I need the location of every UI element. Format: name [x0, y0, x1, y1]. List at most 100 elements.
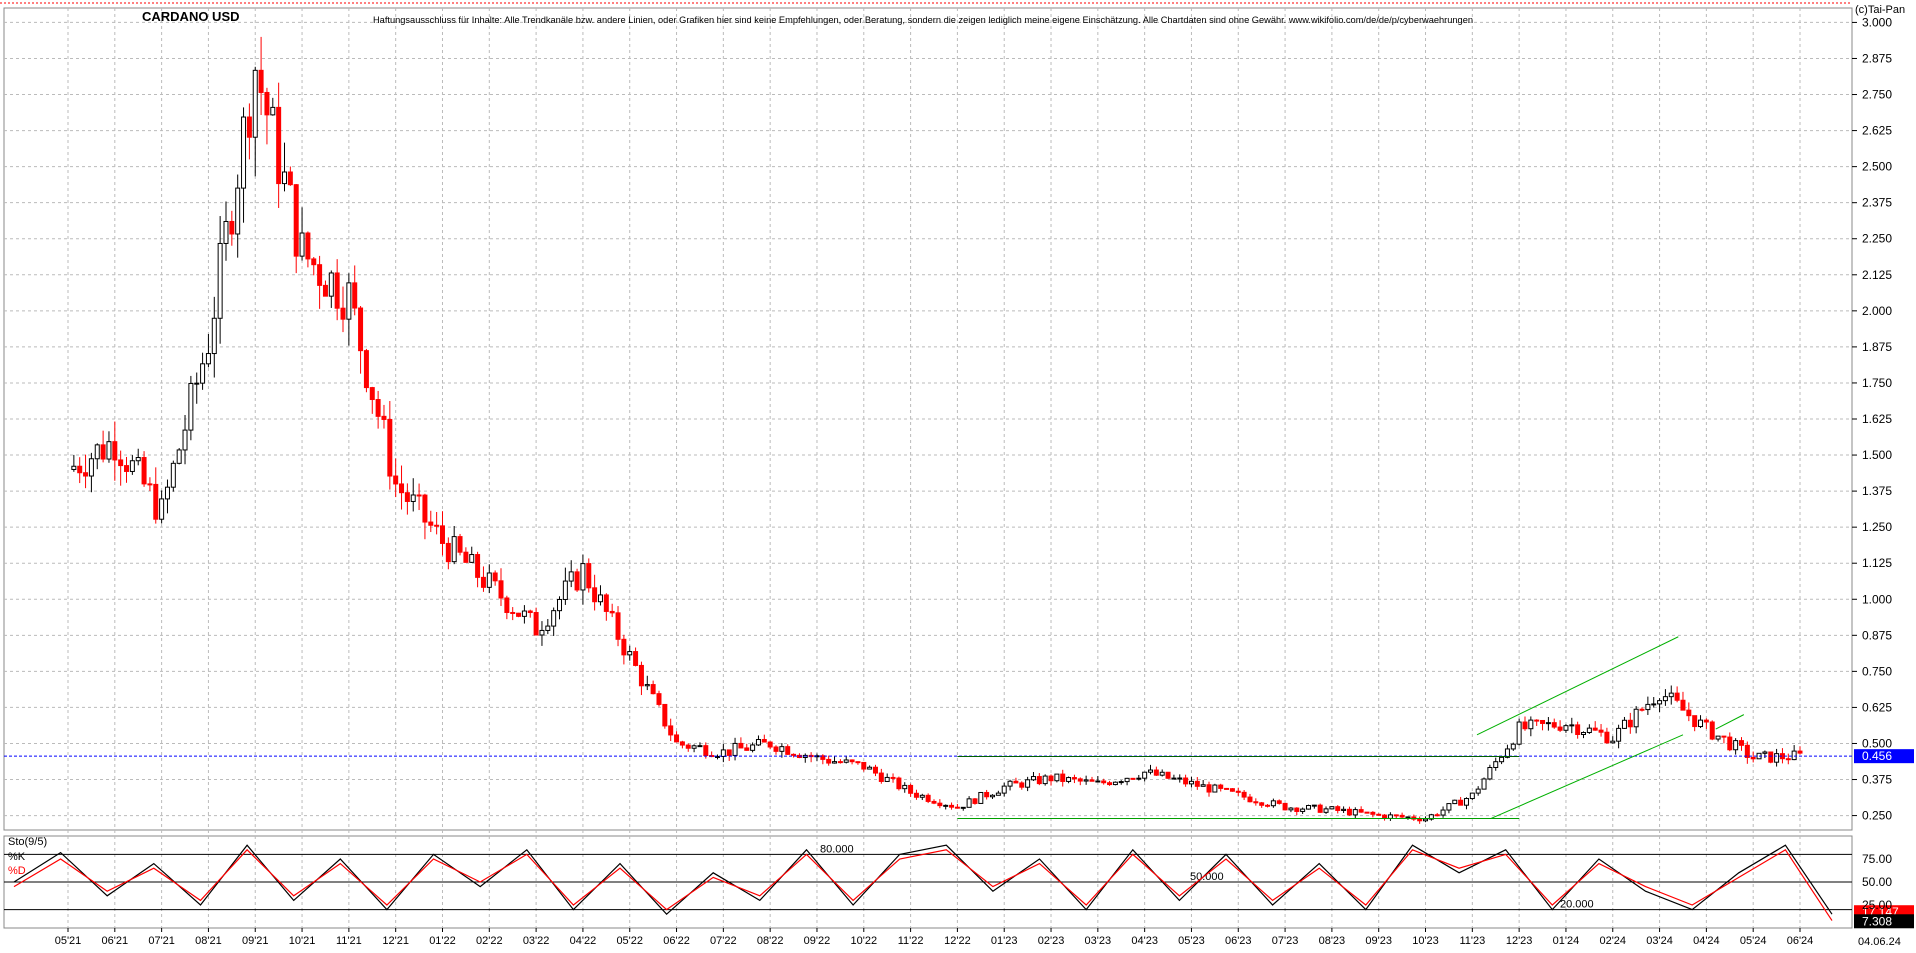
- copyright-label: (c)Tai-Pan: [1855, 4, 1905, 16]
- candle-body: [252, 69, 258, 138]
- candle-body: [352, 282, 358, 309]
- candle-body: [510, 611, 516, 614]
- candle-body: [1112, 781, 1118, 786]
- candle-body: [644, 684, 650, 687]
- candle-body: [1440, 809, 1446, 816]
- stoch-level-label: 80.000: [820, 843, 854, 855]
- candle-body: [1686, 709, 1692, 717]
- stoch-level-label: 20.000: [1560, 899, 1594, 911]
- stoch-level-label: 50.000: [1190, 871, 1224, 883]
- y-tick-label: 1.000: [1862, 592, 1892, 606]
- candle-body: [1300, 808, 1306, 812]
- candle-body: [1774, 753, 1780, 763]
- candle-body: [1563, 725, 1569, 731]
- x-tick-label: 04'24: [1693, 935, 1720, 947]
- candle-body: [77, 465, 83, 474]
- channel-lower: [1490, 734, 1684, 819]
- candle-body: [1341, 808, 1347, 811]
- x-tick-label: 11'23: [1459, 935, 1485, 947]
- x-tick-label: 08'22: [757, 935, 784, 947]
- candle-body: [200, 363, 206, 384]
- candle-body: [159, 498, 165, 520]
- candle-body: [164, 486, 170, 500]
- x-tick-label: 06'24: [1787, 935, 1814, 947]
- candle-body: [246, 116, 252, 138]
- candle-body: [580, 563, 586, 591]
- candle-body: [118, 459, 124, 467]
- candle-body: [1130, 777, 1136, 780]
- candle-body: [966, 798, 972, 808]
- candle-body: [94, 444, 100, 460]
- candle-body: [1738, 740, 1744, 746]
- candle-body: [264, 91, 270, 116]
- candle-body: [1551, 722, 1557, 728]
- candle-body: [1399, 814, 1405, 818]
- candle-body: [1294, 807, 1300, 812]
- current-price-box: [1854, 749, 1914, 764]
- candle-body: [1768, 751, 1774, 763]
- candle-body: [124, 465, 130, 472]
- candle-body: [1194, 780, 1200, 787]
- candle-body: [1557, 726, 1563, 731]
- candle-body: [223, 220, 229, 244]
- candle-body: [1370, 811, 1376, 815]
- candle-body: [106, 441, 112, 460]
- x-tick-label: 09'21: [242, 935, 269, 947]
- x-tick-label: 03'22: [523, 935, 550, 947]
- candle-body: [603, 594, 609, 612]
- candle-body: [387, 418, 393, 477]
- x-tick-label: 11'22: [898, 935, 924, 947]
- candle-body: [574, 571, 580, 591]
- y-tick-label: 1.375: [1862, 484, 1892, 498]
- candle-body: [1329, 806, 1335, 810]
- candle-body: [937, 802, 943, 807]
- x-tick-label: 07'21: [148, 935, 175, 947]
- x-tick-label: 02'22: [476, 935, 503, 947]
- candle-body: [1463, 798, 1469, 806]
- candle-body: [726, 749, 732, 756]
- candle-body: [919, 794, 925, 798]
- candle-body: [410, 494, 416, 502]
- candle-body: [194, 382, 200, 385]
- candle-body: [1387, 814, 1393, 819]
- candle-body: [334, 272, 340, 309]
- candle-body: [1639, 708, 1645, 711]
- candle-body: [1721, 735, 1727, 738]
- candle-body: [703, 745, 709, 757]
- candle-body: [205, 353, 211, 365]
- candle-body: [761, 739, 767, 743]
- candle-body: [978, 791, 984, 804]
- candle-body: [1662, 696, 1668, 702]
- candle-body: [638, 664, 644, 687]
- candle-body: [1522, 721, 1528, 730]
- candle-body: [258, 69, 264, 93]
- candle-body: [668, 725, 674, 736]
- x-tick-label: 11'21: [336, 935, 362, 947]
- candle-body: [1692, 715, 1698, 728]
- y-tick-label: 0.375: [1862, 773, 1892, 787]
- candle-body: [1288, 807, 1294, 811]
- candle-body: [1762, 751, 1768, 754]
- stoch-y-tick-label: 75.00: [1862, 852, 1892, 866]
- candle-body: [170, 462, 176, 488]
- candle-body: [1651, 703, 1657, 706]
- x-tick-label: 09'22: [804, 935, 831, 947]
- x-tick-label: 05'22: [616, 935, 643, 947]
- candle-body: [1030, 776, 1036, 781]
- x-tick-label: 04'22: [570, 935, 597, 947]
- candle-body: [1013, 780, 1019, 784]
- candle-body: [1218, 784, 1224, 789]
- candle-body: [451, 536, 457, 563]
- candle-body: [773, 746, 779, 752]
- candle-body: [1733, 740, 1739, 751]
- candle-body: [469, 554, 475, 563]
- candle-body: [346, 282, 352, 320]
- legend-k: %K: [8, 851, 26, 863]
- channel-lower-ext: [1715, 714, 1745, 730]
- y-tick-label: 1.125: [1862, 556, 1892, 570]
- candle-body: [960, 806, 966, 809]
- x-tick-label: 06'22: [663, 935, 690, 947]
- candle-body: [1674, 692, 1680, 701]
- candle-body: [1083, 779, 1089, 782]
- candle-body: [1019, 782, 1025, 788]
